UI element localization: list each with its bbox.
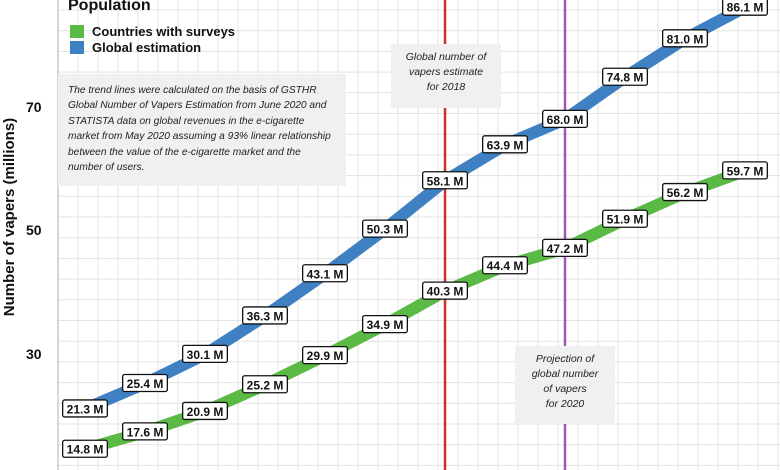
methodology-note: The trend lines were calculated on the b…	[58, 74, 346, 186]
data-label: 14.8 M	[62, 439, 108, 458]
data-label-box	[422, 281, 468, 300]
data-label: 17.6 M	[122, 422, 168, 441]
data-label: 30.1 M	[182, 344, 228, 364]
legend-item-global: Global estimation	[70, 40, 201, 56]
data-label-text: 34.9 M	[367, 318, 404, 332]
data-label-box	[602, 67, 648, 86]
data-label: 63.9 M	[482, 135, 528, 154]
data-label: 86.1 M	[722, 0, 768, 16]
data-label-box	[302, 264, 348, 283]
data-label-box	[662, 29, 708, 48]
data-label-box	[62, 439, 108, 458]
data-label-text: 63.9 M	[487, 138, 524, 152]
data-label: 34.9 M	[362, 314, 408, 334]
data-label-box	[542, 238, 588, 258]
data-label-text: 56.2 M	[667, 186, 704, 200]
annotation-2018-box: Global number of vapers estimate for 201…	[391, 44, 501, 108]
data-label-text: 74.8 M	[607, 71, 644, 85]
data-label-text: 51.9 M	[607, 213, 644, 227]
data-label-box	[122, 373, 168, 393]
data-label-text: 81.0 M	[667, 32, 704, 46]
legend-item-surveys: Countries with surveys	[70, 24, 235, 40]
data-label-text: 59.7 M	[727, 164, 764, 178]
annotation-2020-line: of vapers	[543, 383, 587, 395]
annotation-2018-line: vapers estimate	[408, 66, 484, 78]
legend-swatch-green	[70, 25, 84, 38]
data-label-box	[62, 399, 108, 418]
data-label: 81.0 M	[662, 29, 708, 48]
y-tick-label: 50	[26, 222, 42, 238]
data-label: 74.8 M	[602, 67, 648, 86]
data-label: 21.3 M	[62, 399, 108, 418]
data-label-box	[482, 135, 528, 154]
data-label: 58.1 M	[422, 171, 468, 190]
data-label: 50.3 M	[362, 219, 408, 238]
data-label-text: 50.3 M	[367, 223, 404, 237]
data-label-box	[722, 0, 768, 16]
data-label: 56.2 M	[662, 182, 708, 202]
data-label-text: 86.1 M	[727, 1, 764, 15]
data-label: 25.4 M	[122, 373, 168, 393]
y-tick-label: 70	[26, 99, 42, 115]
data-label: 51.9 M	[602, 209, 648, 228]
data-label-text: 58.1 M	[427, 174, 464, 188]
data-label-text: 14.8 M	[67, 443, 104, 457]
annotation-2018-line: Global number of	[405, 51, 487, 63]
data-label-box	[602, 209, 648, 228]
data-label-text: 17.6 M	[127, 425, 164, 439]
data-label: 25.2 M	[242, 375, 288, 394]
annotation-2018-line: for 2018	[426, 81, 466, 93]
data-label-text: 21.3 M	[67, 402, 104, 416]
data-label: 68.0 M	[542, 109, 588, 129]
data-label-text: 44.4 M	[487, 259, 524, 273]
data-label: 59.7 M	[722, 161, 768, 180]
data-label-text: 47.2 M	[547, 242, 584, 256]
data-label-box	[542, 109, 588, 129]
data-label-text: 25.4 M	[127, 377, 164, 391]
annotation-2020-line: Projection of	[535, 353, 595, 365]
legend-title: Population	[68, 0, 151, 14]
data-label-box	[242, 375, 288, 394]
data-label-text: 36.3 M	[247, 309, 284, 323]
data-label-box	[182, 401, 228, 421]
data-label-text: 43.1 M	[307, 267, 344, 281]
data-label-text: 68.0 M	[547, 113, 584, 127]
legend-swatch-blue	[70, 41, 84, 54]
data-label: 20.9 M	[182, 401, 228, 421]
data-label-box	[422, 171, 468, 190]
data-label: 43.1 M	[302, 264, 348, 283]
data-label-text: 30.1 M	[187, 348, 224, 362]
legend-label: Countries with surveys	[92, 24, 236, 39]
data-label: 44.4 M	[482, 256, 528, 275]
data-label: 40.3 M	[422, 281, 468, 300]
legend-label: Global estimation	[92, 40, 202, 55]
data-label: 29.9 M	[302, 345, 348, 365]
data-label-box	[122, 422, 168, 441]
y-tick-label: 30	[26, 346, 42, 362]
annotation-2020-line: global number	[531, 368, 599, 380]
data-label-box	[362, 219, 408, 238]
annotation-2020-box: Projection of global number of vapers fo…	[515, 346, 615, 424]
data-label-text: 40.3 M	[427, 285, 464, 299]
data-label-box	[722, 161, 768, 180]
data-label: 36.3 M	[242, 306, 288, 325]
data-label-text: 20.9 M	[187, 405, 224, 419]
data-label-text: 29.9 M	[307, 349, 344, 363]
annotation-2020-line: for 2020	[545, 398, 585, 410]
data-label-box	[482, 256, 528, 275]
data-label-box	[302, 345, 348, 365]
data-label-box	[242, 306, 288, 325]
data-label-text: 25.2 M	[247, 378, 284, 392]
data-label-box	[182, 344, 228, 364]
data-label-box	[362, 314, 408, 334]
data-label: 47.2 M	[542, 238, 588, 258]
y-axis-label: Number of vapers (millions)	[1, 117, 18, 317]
data-label-box	[662, 182, 708, 202]
